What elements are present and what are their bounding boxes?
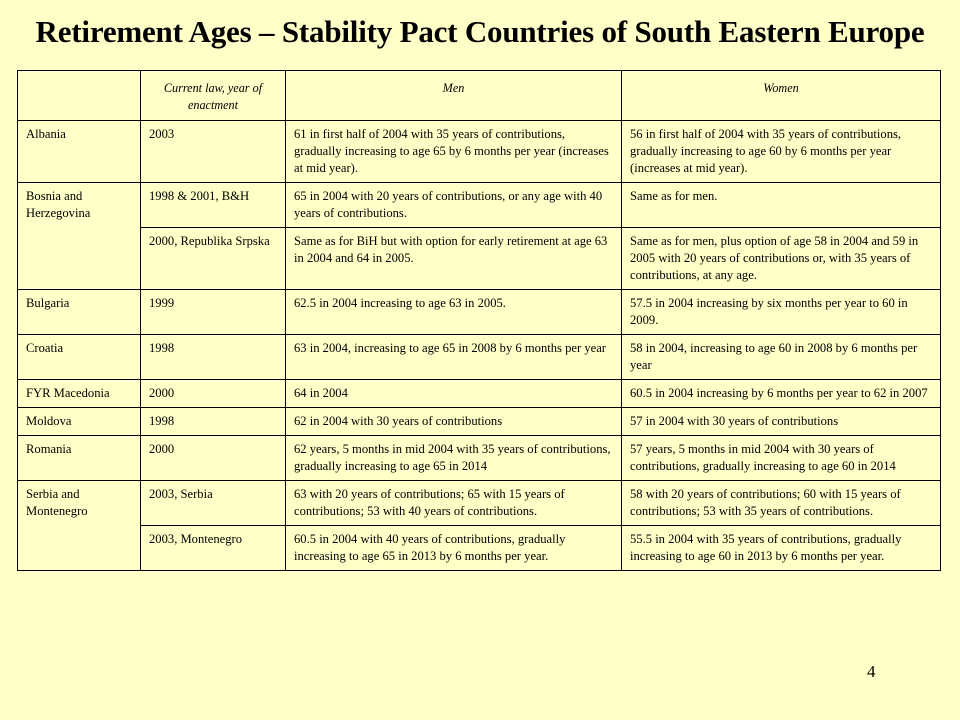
men-cell: 62 years, 5 months in mid 2004 with 35 y… [285,435,622,481]
men-cell: 63 with 20 years of contributions; 65 wi… [285,480,622,526]
women-cell: 58 with 20 years of contributions; 60 wi… [621,480,941,526]
table-row: Bulgaria 1999 62.5 in 2004 increasing to… [17,289,941,335]
men-cell: 61 in first half of 2004 with 35 years o… [285,120,622,183]
women-cell: Same as for men. [621,182,941,228]
men-cell: 62.5 in 2004 increasing to age 63 in 200… [285,289,622,335]
country-cell: Moldova [17,407,141,436]
table-row: FYR Macedonia 2000 64 in 2004 60.5 in 20… [17,379,941,408]
women-cell: 55.5 in 2004 with 35 years of contributi… [621,525,941,571]
country-cell: Albania [17,120,141,183]
page-title: Retirement Ages – Stability Pact Countri… [35,14,925,49]
women-cell: 60.5 in 2004 increasing by 6 months per … [621,379,941,408]
table-row: Romania 2000 62 years, 5 months in mid 2… [17,435,941,481]
law-cell: 1998 [140,407,286,436]
table-row: 2000, Republika Srpska Same as for BiH b… [18,227,941,290]
law-cell: 2000, Republika Srpska [140,227,286,290]
women-cell: 57.5 in 2004 increasing by six months pe… [621,289,941,335]
law-cell: 1998 [140,334,286,380]
header-law: Current law, year of enactment [140,70,286,121]
header-men: Men [285,70,622,121]
women-cell: 58 in 2004, increasing to age 60 in 2008… [621,334,941,380]
country-cell: Croatia [17,334,141,380]
law-cell: 1998 & 2001, B&H [140,182,286,228]
country-cell: Romania [17,435,141,481]
country-cell: FYR Macedonia [17,379,141,408]
law-cell: 2003, Serbia [140,480,286,526]
country-cell: Bulgaria [17,289,141,335]
table-row: Albania 2003 61 in first half of 2004 wi… [17,120,941,183]
men-cell: 60.5 in 2004 with 40 years of contributi… [285,525,622,571]
table-row: 2003, Montenegro 60.5 in 2004 with 40 ye… [18,525,941,571]
men-cell: Same as for BiH but with option for earl… [285,227,622,290]
page-number: 4 [867,662,876,681]
table-row: Moldova 1998 62 in 2004 with 30 years of… [17,407,941,436]
law-cell: 2003 [140,120,286,183]
table-row: Serbia and Montenegro 2003, Serbia 63 wi… [17,480,941,571]
country-cell: Bosnia and Herzegovina [17,182,141,290]
country-cell: Serbia and Montenegro [17,480,141,571]
law-cell: 1999 [140,289,286,335]
table-row: Croatia 1998 63 in 2004, increasing to a… [17,334,941,380]
men-cell: 65 in 2004 with 20 years of contribution… [285,182,622,228]
men-cell: 63 in 2004, increasing to age 65 in 2008… [285,334,622,380]
law-cell: 2000 [140,435,286,481]
retirement-ages-table: Current law, year of enactment Men Women… [17,70,941,571]
women-cell: 57 in 2004 with 30 years of contribution… [621,407,941,436]
men-cell: 64 in 2004 [285,379,622,408]
header-women: Women [621,70,941,121]
table-header-row: Current law, year of enactment Men Women [17,70,941,121]
table-row: Bosnia and Herzegovina 1998 & 2001, B&H … [17,182,941,290]
law-cell: 2000 [140,379,286,408]
women-cell: 56 in first half of 2004 with 35 years o… [621,120,941,183]
law-cell: 2003, Montenegro [140,525,286,571]
men-cell: 62 in 2004 with 30 years of contribution… [285,407,622,436]
header-country [17,70,141,121]
women-cell: Same as for men, plus option of age 58 i… [621,227,941,290]
women-cell: 57 years, 5 months in mid 2004 with 30 y… [621,435,941,481]
